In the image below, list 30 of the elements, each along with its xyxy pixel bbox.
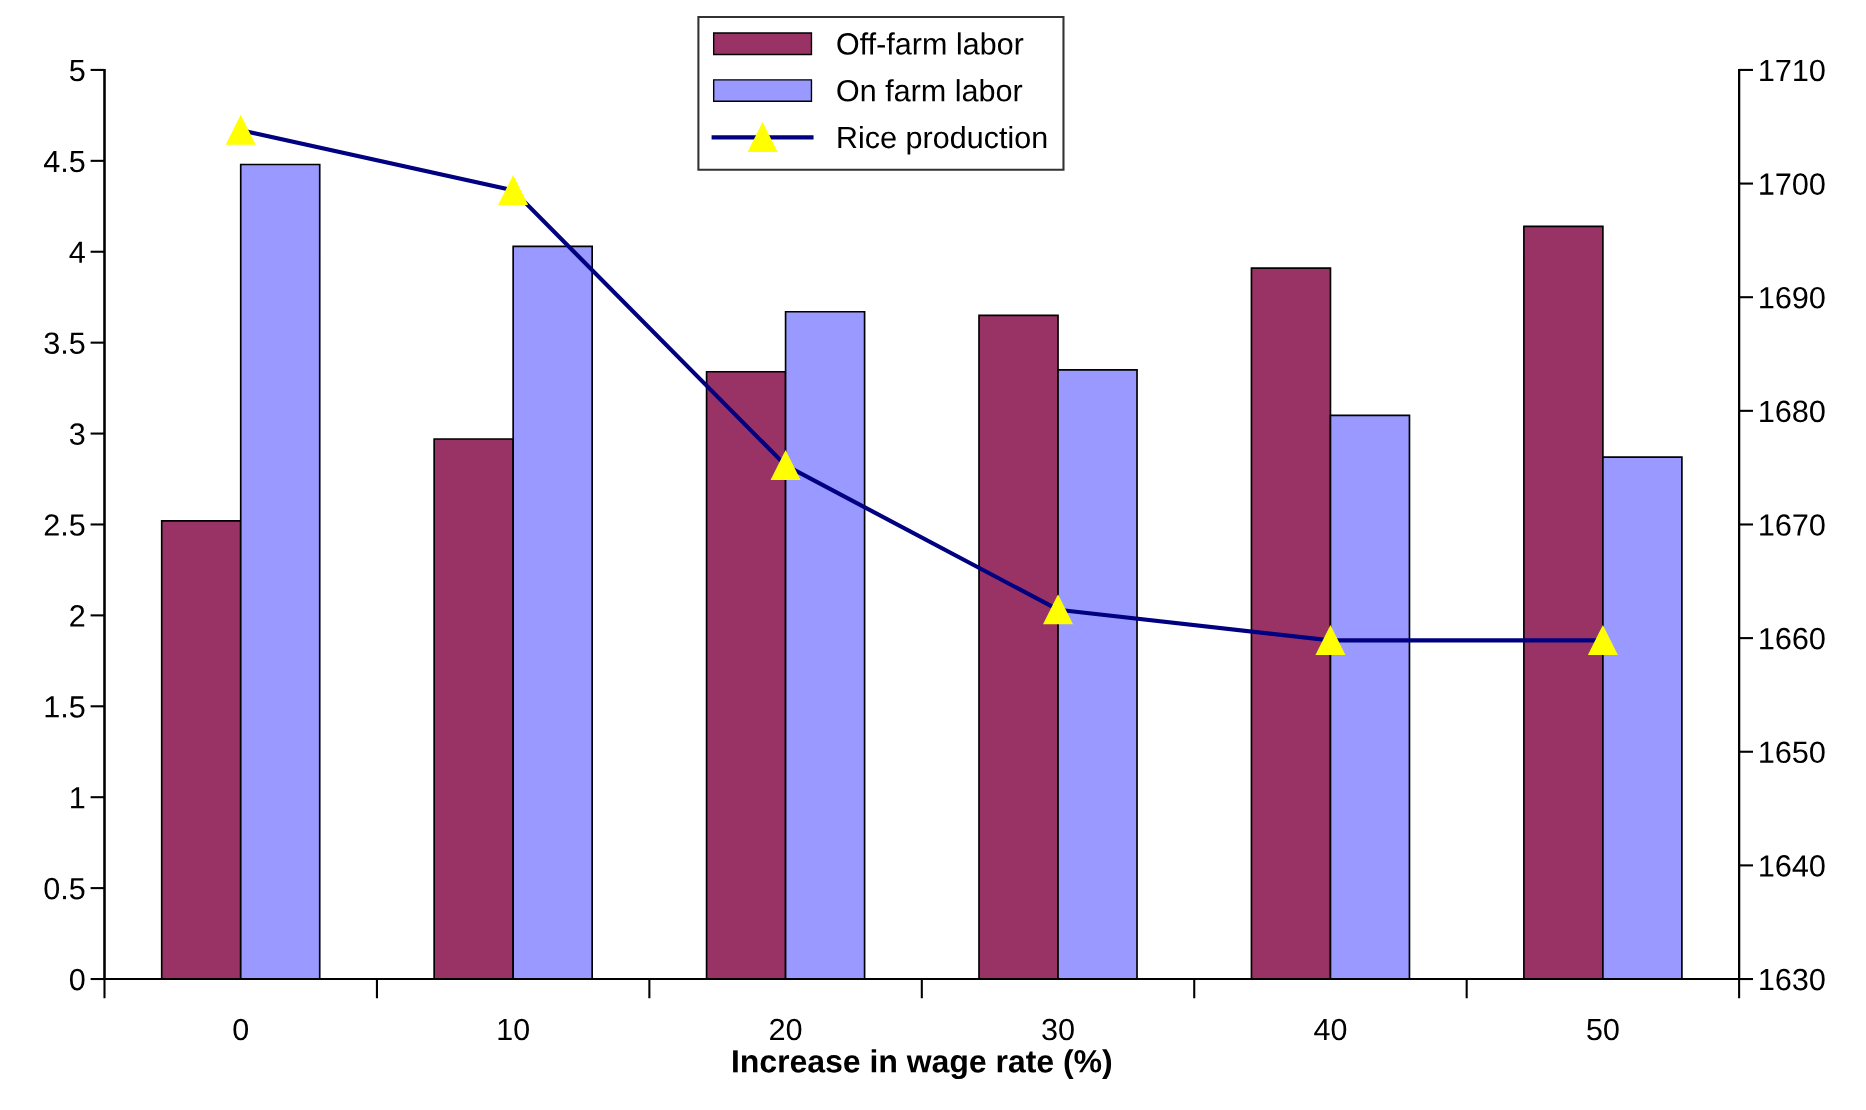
y2-tick-label: 1710 [1760,59,1825,82]
x-tick-label: 0 [233,1018,249,1041]
legend-label: Off-farm labor [837,32,1024,55]
y2-tick-label: 1690 [1760,286,1825,309]
y-tick-label: 5 [69,59,85,82]
y-tick-label: 4.5 [43,150,85,173]
y2-tick-label: 1660 [1760,627,1825,650]
y-tick-label: 3 [69,423,85,445]
y2-tick-label: 1700 [1760,173,1825,195]
x-tick-label: 40 [1314,1018,1347,1041]
y2-tick-label: 1680 [1760,400,1825,423]
x-tick-label: 50 [1587,1018,1619,1041]
y-tick-label: 3.5 [44,332,85,355]
x-axis-title: Increase in wage rate (%) [733,1049,1112,1080]
y-tick-label: 1.5 [45,696,85,718]
y-tick-label: 1 [71,787,85,809]
y-tick-label: 2 [70,605,85,627]
y2-tick-label: 1650 [1760,741,1825,764]
y-tick-label: 0.5 [44,877,85,900]
y2-tick-label: 1640 [1760,855,1825,877]
y2-tick-label: 1630 [1760,968,1825,991]
x-tick-label: 10 [498,1018,529,1041]
y2-tick-label: 1670 [1760,514,1825,536]
y-tick-label: 2.5 [44,514,85,536]
legend-label: On farm labor [837,79,1023,102]
x-tick-label: 20 [770,1018,802,1041]
y-tick-label: 0 [69,968,85,991]
legend-label: Rice production [838,125,1047,155]
x-tick-label: 30 [1042,1018,1074,1041]
y-tick-label: 4 [69,241,85,263]
